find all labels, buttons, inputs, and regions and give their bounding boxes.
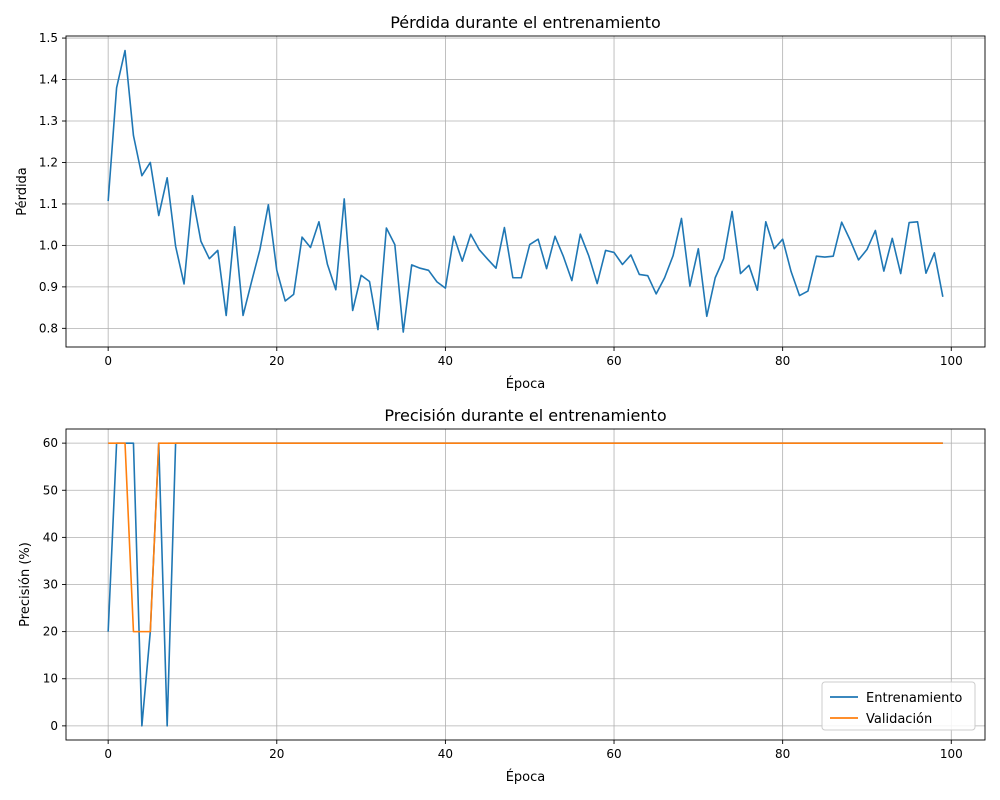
chart1-ytick-label-7: 1.5 — [39, 31, 58, 45]
chart2-ytick-label-2: 20 — [43, 625, 58, 639]
chart2-title: Precisión durante el entrenamiento — [384, 406, 666, 425]
chart2-ytick-label-4: 40 — [43, 530, 58, 544]
chart1-xtick-label-3: 60 — [606, 354, 621, 368]
chart1-ylabel: Pérdida — [15, 167, 30, 216]
chart1-xlabel: Época — [506, 376, 546, 392]
chart2-ytick-label-5: 50 — [43, 483, 58, 497]
chart2-xtick-label-3: 60 — [606, 747, 621, 761]
chart2-ytick-label-0: 0 — [50, 719, 58, 733]
chart1-xtick-label-1: 20 — [269, 354, 284, 368]
chart1-ytick-label-5: 1.3 — [39, 114, 58, 128]
chart2-legend: Entrenamiento Validación — [821, 681, 976, 731]
chart2-xtick-label-1: 20 — [269, 747, 284, 761]
chart2-legend-box — [821, 681, 976, 731]
chart1-title: Pérdida durante el entrenamiento — [390, 13, 661, 32]
chart2-plot: 0 20 40 60 80 100 0 10 20 30 40 50 60 Precisión duran… — [18, 406, 986, 785]
chart1-axes-frame — [65, 35, 986, 348]
chart1-ytick-label-1: 0.9 — [39, 280, 58, 294]
chart1-ytick-label-2: 1.0 — [39, 238, 58, 252]
chart2-series-line-2 — [108, 442, 943, 633]
chart2-xtick-label-0: 0 — [104, 747, 112, 761]
chart1-ytick-label-4: 1.2 — [39, 155, 58, 169]
chart1-ytick-label-6: 1.4 — [39, 73, 58, 87]
chart2-ytick-label-6: 60 — [43, 436, 58, 450]
chart1-xtick-label-2: 40 — [438, 354, 453, 368]
chart2-ylabel: Precisión (%) — [18, 542, 33, 627]
chart1-xtick-label-0: 0 — [104, 354, 112, 368]
chart2-xlabel: Época — [506, 769, 546, 785]
chart2-ytick-label-3: 30 — [43, 578, 58, 592]
chart1-ytick-label-0: 0.8 — [39, 321, 58, 335]
chart2-legend-label-2: Validación — [866, 712, 932, 727]
chart2-legend-label-1: Entrenamiento — [866, 691, 962, 706]
chart1-plot: 0 20 40 60 80 100 0.8 0.9 1.0 1.1 1.2 1.3 1.4 1.5 Pérd… — [15, 13, 986, 392]
chart1-xtick-label-4: 80 — [775, 354, 790, 368]
chart1-ytick-label-3: 1.1 — [39, 197, 58, 211]
chart2-ytick-label-1: 10 — [43, 672, 58, 686]
chart2-xtick-label-5: 100 — [940, 747, 963, 761]
chart1-series-line-1 — [107, 49, 944, 333]
chart2-xtick-label-4: 80 — [775, 747, 790, 761]
chart2-xtick-label-2: 40 — [438, 747, 453, 761]
chart1-xtick-label-5: 100 — [940, 354, 963, 368]
